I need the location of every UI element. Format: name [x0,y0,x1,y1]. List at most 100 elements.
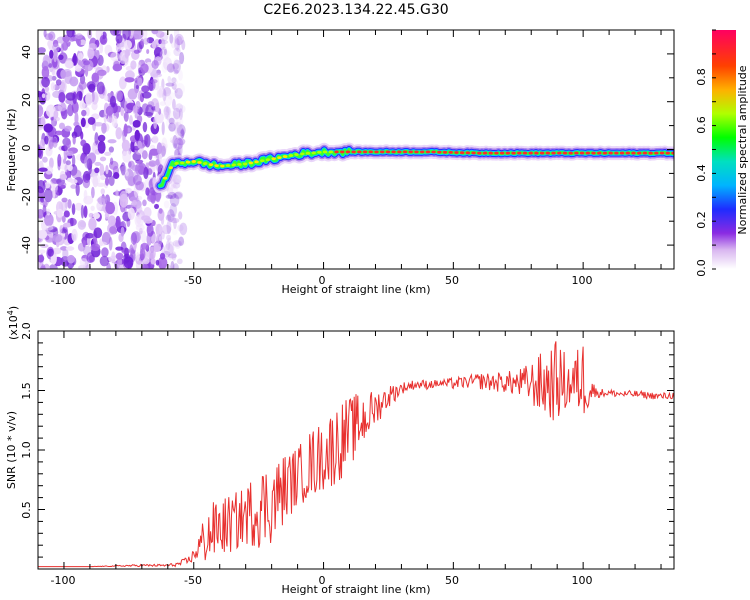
noise-speckle [163,111,168,117]
noise-speckle [52,247,62,255]
noise-speckle [62,222,72,228]
noise-speckle [155,102,160,113]
top-ytick-label: -20 [20,188,33,206]
signal-core [448,151,453,154]
noise-speckle [153,46,163,58]
colorbar-tick-label: 0.2 [695,211,708,229]
noise-speckle [137,140,143,149]
noise-speckle [48,139,54,150]
noise-speckle [132,199,137,206]
top-ytick-label: 0 [20,145,33,152]
noise-speckle [135,181,144,191]
noise-speckle [166,234,172,241]
noise-speckle [161,121,165,136]
noise-speckle [167,92,176,100]
noise-speckle [163,94,173,107]
noise-speckle [93,121,104,127]
noise-speckle [38,229,48,239]
signal-core [511,151,516,155]
signal-core [522,151,528,155]
noise-speckle [71,169,82,179]
noise-speckle [51,67,55,76]
noise-speckle [168,110,177,120]
signal-core [260,159,265,163]
noise-speckle [76,90,83,101]
noise-speckle [105,164,109,175]
colorbar-tick-label: 0.6 [695,116,708,134]
signal-core [642,151,648,155]
noise-speckle [87,116,96,125]
noise-speckle [88,43,98,50]
noise-speckle [44,86,50,92]
noise-speckle [155,30,165,38]
noise-speckle [52,43,60,53]
noise-speckle [91,72,100,83]
snr-panel: -100 -50 0 50 100 Height of straight lin… [5,306,675,596]
noise-speckle [172,59,181,74]
noise-speckle [130,232,138,245]
signal-core [368,150,373,154]
noise-speckle [170,139,180,144]
noise-speckle [161,46,168,56]
signal-core [265,158,271,162]
noise-speckle [155,223,163,237]
noise-speckle [160,38,166,51]
noise-speckle [39,138,45,151]
noise-speckle [150,123,160,135]
noise-speckle [171,77,177,84]
noise-speckle [38,160,44,175]
noise-speckle [159,101,167,106]
noise-speckle [164,111,170,118]
noise-speckle [123,111,129,122]
noise-speckle [161,145,166,157]
noise-speckle [173,30,180,40]
noise-speckle [81,109,87,117]
signal-core [288,154,294,157]
noise-speckle [175,132,182,138]
noise-speckle [97,134,106,142]
noise-speckle [109,157,114,165]
noise-speckle [55,130,63,136]
signal-core [665,151,670,155]
noise-speckle [136,251,140,262]
noise-speckle [161,137,168,152]
noise-speckle [161,61,168,73]
bottom-xtick-label: -100 [51,574,76,587]
noise-speckle [38,167,48,172]
noise-speckle [38,208,44,219]
signal-core [671,151,674,155]
noise-speckle [142,121,148,133]
noise-speckle [78,80,87,90]
noise-speckle [41,65,50,79]
noise-speckle [64,201,68,209]
noise-speckle [177,143,183,157]
noise-speckle [165,50,171,58]
noise-speckle [87,47,95,60]
noise-speckle [129,244,134,255]
noise-speckle [168,117,175,125]
signal-core [317,150,322,154]
signal-core [528,151,533,155]
noise-speckle [156,142,163,155]
noise-speckle [159,223,168,236]
noise-speckle [96,69,107,76]
signal-core [619,151,625,155]
bottom-xtick-label: 100 [572,574,593,587]
noise-speckle [177,240,186,246]
noise-speckle [67,104,74,117]
noise-speckle [176,36,183,46]
signal-core [254,160,259,164]
noise-speckle [71,203,76,216]
noise-speckle [150,258,156,265]
signal-core [654,151,659,155]
noise-speckle [159,40,169,45]
noise-speckle [120,226,125,237]
noise-speckle [179,222,188,236]
noise-speckle [52,233,63,243]
signal-core [328,150,334,154]
signal-core [414,150,419,154]
colorbar-tick-label: 0.0 [695,259,708,277]
noise-speckle [94,132,99,146]
noise-speckle [167,237,172,245]
noise-speckle [159,49,169,62]
